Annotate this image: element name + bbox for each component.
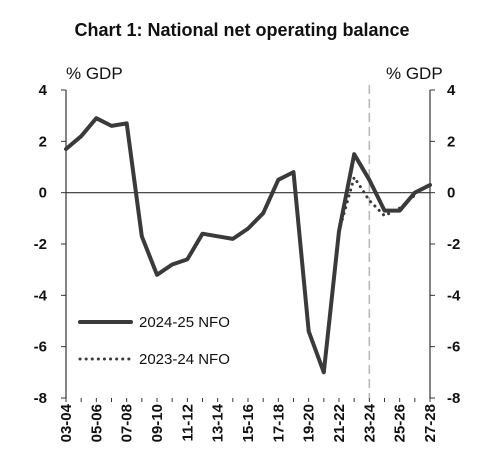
chart-title: Chart 1: National net operating balance: [74, 20, 409, 40]
legend: 2024-25 NFO 2023-24 NFO: [78, 314, 230, 368]
left-tick-label: -2: [34, 236, 47, 253]
left-tick-label: 0: [39, 185, 47, 202]
series-line-2024-25-nfo: [64, 116, 432, 375]
right-tick-label: -2: [447, 236, 460, 253]
x-tick-label: 05-06: [88, 404, 105, 442]
right-axis-ticks: 4 2 0 -2 -4 -6 -8: [430, 82, 461, 407]
left-axis-ticks: 4 2 0 -2 -4 -6 -8: [34, 82, 66, 407]
x-tick-label: 11-12: [179, 404, 196, 442]
axes: [65, 90, 431, 398]
left-tick-label: 4: [39, 82, 48, 99]
x-tick-label: 17-18: [270, 404, 287, 442]
x-tick-label: 19-20: [301, 404, 318, 442]
x-tick-label: 03-04: [58, 403, 75, 442]
right-tick-label: -8: [447, 390, 460, 407]
x-tick-label: 07-08: [119, 404, 136, 442]
x-tick-label: 25-26: [392, 404, 409, 442]
left-axis-unit-label: % GDP: [66, 64, 123, 83]
x-tick-label: 09-10: [149, 404, 166, 442]
x-axis-ticks: 03-04 05-06 07-08 09-10 11-12 13-14 15-16 17-18…: [58, 398, 439, 442]
right-tick-label: 0: [447, 185, 455, 202]
left-tick-label: -6: [34, 339, 47, 356]
right-tick-label: -6: [447, 339, 460, 356]
legend-label: 2024-25 NFO: [139, 314, 230, 331]
x-tick-label: 21-22: [331, 404, 348, 442]
left-tick-label: -8: [34, 390, 47, 407]
right-tick-label: 4: [447, 82, 456, 99]
x-tick-label: 13-14: [210, 403, 227, 442]
right-tick-label: 2: [447, 133, 455, 150]
x-tick-label: 23-24: [361, 403, 378, 442]
x-tick-label: 27-28: [422, 404, 439, 442]
left-tick-label: 2: [39, 133, 47, 150]
legend-label: 2023-24 NFO: [139, 351, 230, 368]
series-layer: [64, 116, 432, 375]
left-tick-label: -4: [34, 287, 48, 304]
right-axis-unit-label: % GDP: [386, 64, 443, 83]
right-tick-label: -4: [447, 287, 461, 304]
x-tick-label: 15-16: [240, 404, 257, 442]
